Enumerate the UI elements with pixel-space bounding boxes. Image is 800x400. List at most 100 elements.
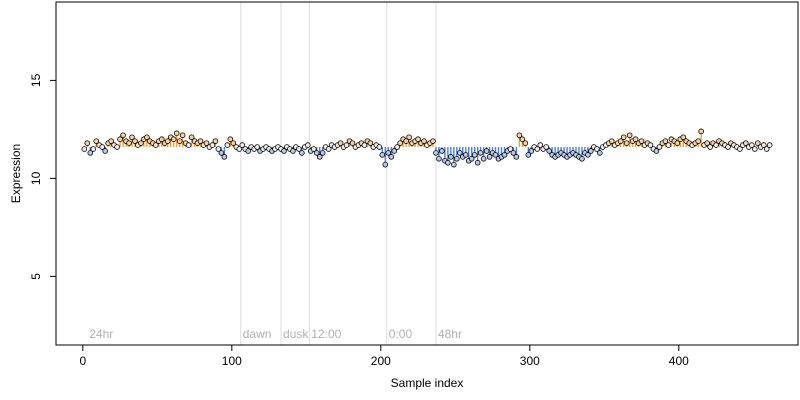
data-point [760,142,767,148]
data-point [620,134,627,141]
data-point [528,148,535,154]
data-point [751,146,758,152]
data-point [415,136,421,143]
y-tick-label: 10 [29,171,43,185]
data-point [376,144,383,150]
data-point [433,150,439,156]
data-point [588,148,594,154]
data-point [153,142,159,148]
data-point [486,154,493,160]
data-point [230,140,237,146]
x-axis-label: Sample index [391,376,464,390]
data-point [632,136,639,143]
data-point [197,138,204,144]
data-point [579,156,585,162]
data-point [361,142,368,148]
data-point [173,130,180,137]
data-point [480,156,487,162]
data-point [638,138,645,144]
data-point [305,142,311,148]
vertical-markers [240,2,437,345]
data-point [296,146,302,152]
data-point [179,132,186,139]
data-point [221,154,228,160]
data-point [525,152,532,158]
data-point [448,154,454,160]
data-point [763,146,770,152]
data-point [382,161,389,168]
data-point [534,146,541,152]
data-point [367,140,374,146]
data-point [158,136,165,143]
data-point [388,154,395,160]
data-point [546,148,552,154]
y-tick-label: 15 [29,73,43,87]
data-point [674,140,681,146]
data-point [299,150,305,156]
x-tick-label: 300 [520,354,540,368]
data-point [626,132,633,139]
data-point [483,148,490,154]
data-point [391,148,398,154]
data-point [513,154,520,160]
data-point [397,140,403,146]
data-point [680,134,687,141]
data-point [543,144,549,150]
y-tick-label: 5 [29,273,43,280]
data-point [403,138,409,144]
data-point [474,159,481,166]
data-point [713,142,719,148]
data-point [743,140,749,146]
data-point [510,150,517,156]
data-point [325,146,332,152]
data-point [90,146,97,152]
data-point [647,142,654,148]
data-point [126,140,132,146]
data-point [597,150,603,156]
data-point [170,136,177,143]
data-point [203,140,210,146]
data-point [522,140,529,146]
data-point [93,138,100,144]
data-point [236,146,243,152]
data-point [749,142,755,148]
data-point [343,142,350,148]
data-point [516,132,523,139]
data-point [164,138,171,144]
data-point [439,148,445,154]
data-point [209,142,216,148]
annotation-label: 0:00 [389,327,413,341]
data-point [84,140,91,146]
data-point [394,144,401,150]
data-point [176,138,183,144]
data-point [254,144,260,150]
data-point [492,152,499,158]
data-point [224,142,231,148]
data-point [462,152,469,158]
data-point [617,138,624,144]
data-point [316,154,323,160]
data-point [99,144,105,150]
data-point [436,156,442,162]
data-point [704,140,710,146]
data-point [120,132,126,139]
data-point [737,146,743,152]
time-annotations: 24hr dawn dusk 12:00 0:00 48hr [89,327,462,341]
data-point [245,148,252,154]
data-point [421,138,427,144]
data-point [725,144,731,150]
data-point [519,136,526,143]
data-point [754,140,761,146]
data-point [468,156,475,162]
data-point [114,144,120,150]
annotation-label: 24hr [89,327,113,341]
data-point [656,144,663,150]
data-point [87,150,94,156]
data-point [585,152,591,158]
data-point [218,150,225,156]
data-point [766,142,773,148]
data-point [653,148,660,154]
data-point [185,142,192,148]
x-tick-label: 400 [669,354,689,368]
